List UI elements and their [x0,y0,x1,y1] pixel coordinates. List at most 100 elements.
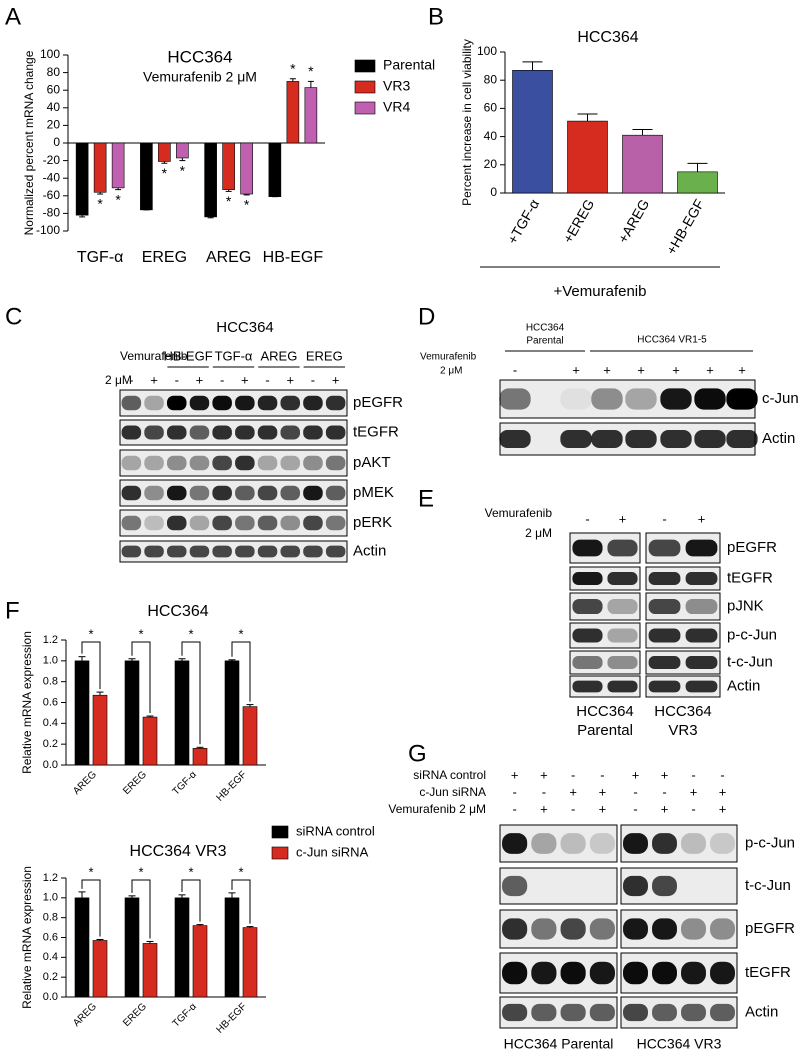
blot-band [502,961,528,985]
blot-band [652,961,677,985]
row-label: pJNK [727,597,764,614]
lane-sign: + [632,767,640,782]
y-axis-label: Relative mRNA expression [20,866,34,1009]
chart-title: HCC364 VR3 [130,843,227,860]
blot-band [694,430,726,448]
bar [242,927,258,998]
blot-band [607,539,638,557]
blot-band [189,455,210,471]
y-tick-label: 1.2 [43,872,58,884]
y-tick-label: 60 [484,101,498,115]
blot-band [502,875,528,897]
blot-band [531,961,557,985]
lane-sign: + [706,362,714,377]
blot-band [625,430,657,448]
blot-band [572,680,603,693]
blot-band [189,545,210,558]
cell-line-label: HCC364 VR3 [637,1036,722,1052]
cell-line-label: HCC364 [654,703,712,720]
group-label: HCC364 VR1-5 [637,335,707,346]
bar [286,81,300,144]
blot-band [589,1003,615,1022]
condition-label: Vemurafenib 2 μM [388,802,486,816]
bar [512,70,553,194]
blot-title: HCC364 [216,319,274,336]
blot-band [144,455,164,471]
panel-letter: C [5,303,22,330]
blot-band [189,485,210,501]
significance-mark: * [244,197,250,213]
bar [224,897,240,998]
lane-sign: + [698,511,706,526]
cell-line-label: HCC364 [576,703,634,720]
x-tick-label: HB-EGF [263,249,324,266]
lane-sign: + [661,767,669,782]
x-tick-label: +HB-EGF [663,196,707,257]
y-tick-label: 1.2 [43,634,58,646]
blot-band [166,425,187,440]
blot-band [166,395,187,411]
legend-swatch [354,80,376,94]
bar [622,134,663,194]
x-tick-label: +EREG [560,196,598,245]
blot-band [280,425,301,440]
blot-band [166,455,187,471]
significance-mark: * [238,864,243,879]
y-tick-label: -20 [43,153,61,167]
y-tick-label: 100 [477,44,497,58]
row-label: pEGFR [745,920,795,937]
lane-sign: + [603,362,611,377]
significance-mark: * [290,60,296,76]
group-label: AREG [260,348,297,363]
blot-band [685,680,718,693]
lane-sign: - [311,372,315,387]
significance-mark: * [138,626,143,641]
x-tick-label: AREG [71,769,99,797]
lane-sign: + [599,784,607,799]
blot-band [166,515,187,531]
row-label: t-c-Jun [745,877,791,894]
lane-sign: + [719,801,727,816]
blot-band [189,395,210,411]
significance-mark: * [162,165,168,181]
blot-band [166,485,187,501]
dose-label: 2 μM [105,373,132,387]
blot-band [589,833,615,854]
blot-band [607,598,638,615]
chart-subtitle: Vemurafenib 2 μM [143,69,257,85]
blot-band [212,545,232,558]
lane-sign: - [512,801,516,816]
y-tick-label: 0.6 [43,696,58,708]
y-tick-label: 80 [47,65,61,79]
blot-band [589,961,615,985]
significance-bracket [131,641,151,714]
blot-band [212,485,232,501]
significance-mark: * [88,864,93,879]
blot-band [144,425,164,440]
y-axis-label: Percent increase in cell viability [460,39,474,206]
bar [240,142,253,195]
blot-band [325,515,346,531]
bar [74,660,90,766]
panel-letter: B [428,3,444,30]
blot-band [189,515,210,531]
blot-band [607,628,638,643]
blot-band [681,833,706,854]
blot-band [531,833,557,854]
bar [174,897,190,998]
blot-band [531,918,557,940]
blot-band [144,395,164,411]
group-label: HB-EGF [164,348,213,363]
blot-band [257,455,278,471]
y-tick-label: 0 [490,185,497,199]
group-label: EREG [306,348,343,363]
lane-sign: + [599,801,607,816]
blot-band [531,876,556,896]
significance-mark: * [238,626,243,641]
significance-bracket [81,641,101,690]
blot-band [685,598,718,615]
bar [192,748,208,766]
lane-sign: + [569,784,577,799]
x-tick-label: HB-EGF [214,1001,248,1035]
